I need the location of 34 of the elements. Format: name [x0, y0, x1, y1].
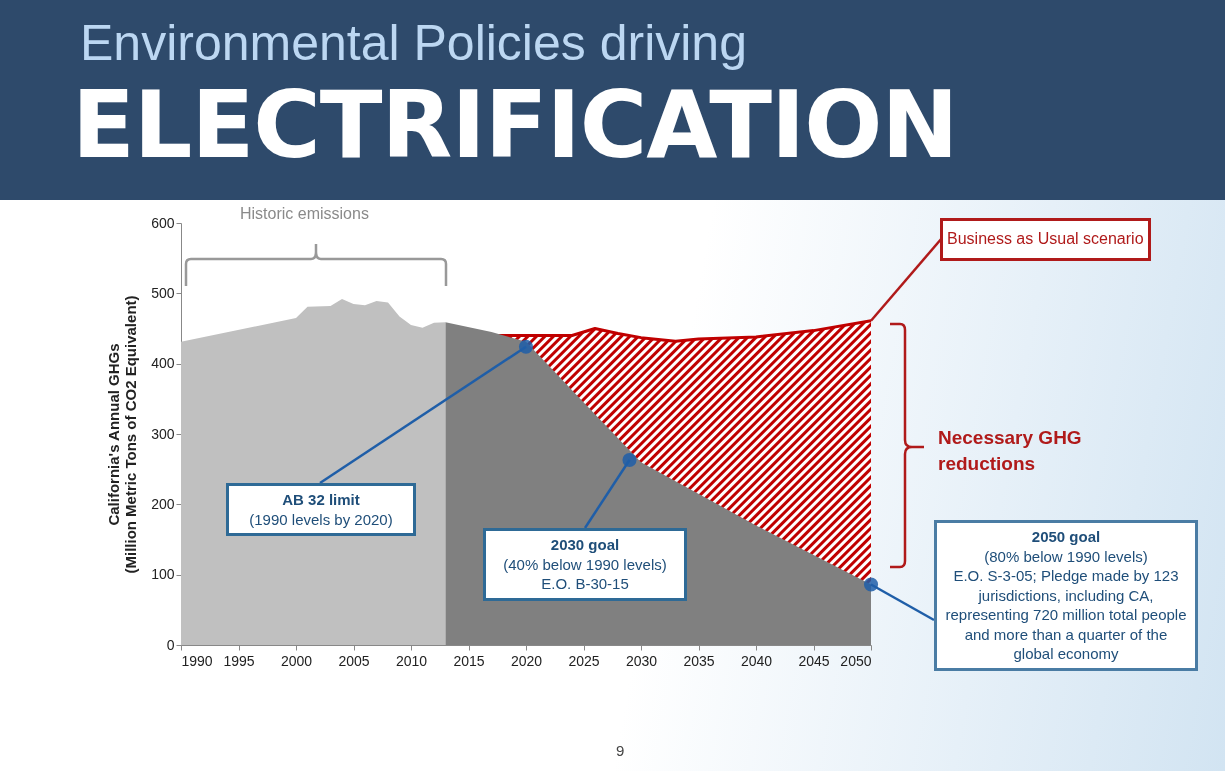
- annotation: AB 32 limit (1990 levels by 2020): [248, 490, 394, 529]
- x-tick-label: 2015: [453, 652, 485, 669]
- y-tick-label: 600: [151, 214, 175, 231]
- x-tick-label: 2025: [568, 652, 600, 669]
- text: 9: [616, 742, 625, 759]
- x-tick-label: 2010: [395, 652, 428, 669]
- x-tick-label: 2020: [510, 652, 543, 669]
- x-tick-label: 2030: [625, 652, 658, 669]
- text: Necessary GHG reductions: [938, 426, 1083, 476]
- x-tick-label: 2045: [798, 652, 830, 669]
- x-tick-label: 1990: [181, 652, 213, 669]
- y-tick-label: 300: [151, 425, 175, 442]
- y-tick-label: 200: [151, 495, 175, 512]
- annotation: 2030 goal (40% below 1990 levels) E.O. B-30-15: [502, 535, 668, 594]
- annotation: Business as Usual scenario: [947, 229, 1144, 249]
- x-tick-label: 1995: [223, 652, 255, 669]
- y-tick-label: 0: [166, 636, 175, 653]
- callout-box: 2050 goal (80% below 1990 levels) E.O. S-3-05; Pledge made by 123 jurisdictions, including CA, representing 720 million total people and more than a quarter of the global economy: [934, 520, 1198, 671]
- x-tick-label: 2035: [683, 652, 715, 669]
- y-tick-label: 400: [151, 355, 175, 372]
- x-tick-label: 2050: [840, 652, 872, 669]
- y-axis-title: California's Annual GHGs (Million Metric Tons of CO2 Equivalent): [105, 295, 140, 574]
- x-tick-label: 2005: [338, 652, 370, 669]
- callout-box: Business as Usual scenario: [940, 218, 1151, 261]
- y-tick-label: 500: [151, 284, 175, 301]
- x-tick-label: 2040: [740, 652, 773, 669]
- callout-box: 2030 goal (40% below 1990 levels) E.O. B-30-15: [483, 528, 687, 601]
- callout-box: AB 32 limit (1990 levels by 2020): [226, 483, 416, 536]
- chart-title: Environmental Policies driving: [80, 14, 747, 72]
- text: Historic emissions: [240, 205, 369, 223]
- y-tick-label: 100: [151, 566, 175, 583]
- chart-subtitle: ELECTRIFICATION: [72, 72, 958, 179]
- annotation: 2050 goal (80% below 1990 levels) E.O. S-3-05; Pledge made by 123 jurisdictions, including CA, representing 720 million total people and more than a quarter of the global economy: [944, 527, 1188, 664]
- x-tick-label: 2000: [280, 652, 313, 669]
